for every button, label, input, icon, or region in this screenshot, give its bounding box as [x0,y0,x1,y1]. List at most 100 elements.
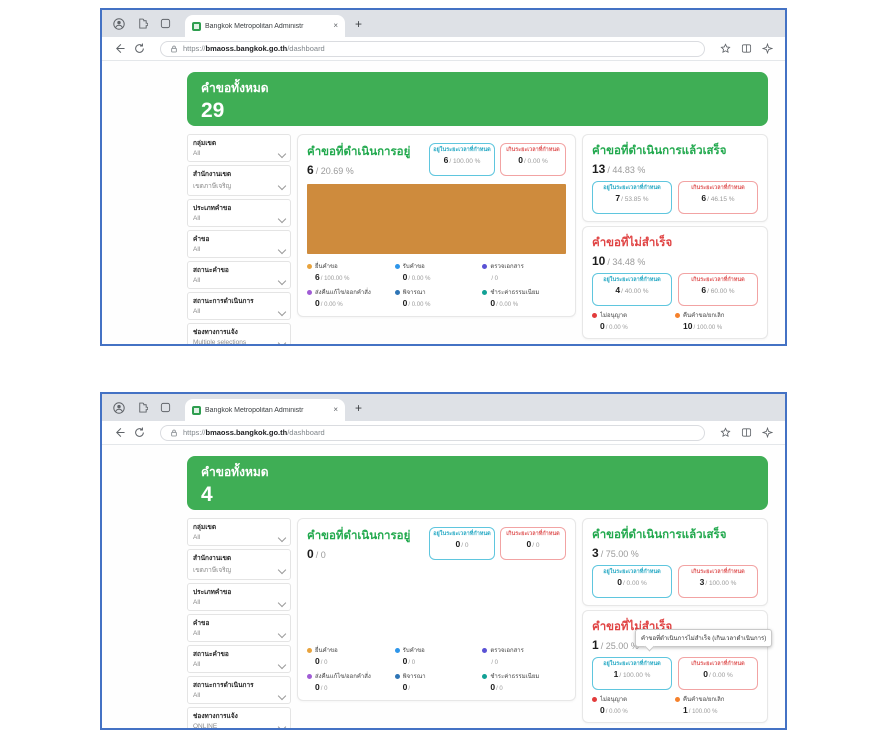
unsuccessful-title: คำขอที่ไม่สำเร็จ [592,237,673,249]
dashboard-page: คำขอทั้งหมด 29 กลุ่มเขต All สำนักงานเขต … [102,61,785,344]
filter-select[interactable]: เขตภาษีเจริญ [193,565,287,575]
legend-item: ตรวจเอกสาร / 0 [482,261,566,282]
browser-window: Bangkok Metropolitan Administr × + https… [100,392,787,730]
filter-district-group: กลุ่มเขต All [187,134,291,162]
filter-select[interactable]: All [193,149,287,158]
address-bar[interactable]: https://bmaoss.bangkok.go.th/dashboard [160,40,705,57]
banner-title: คำขอทั้งหมด [201,465,269,479]
legend-item: รับคำขอ 0/ 0 [394,645,479,666]
chevron-down-icon [277,181,287,191]
tab-close-icon[interactable]: × [333,21,338,30]
extensions-icon[interactable] [135,17,149,31]
address-bar[interactable]: https://bmaoss.bangkok.go.th/dashboard [160,424,705,441]
unsuccessful-stat-boxes: อยู่ในระยะเวลาที่กำหนด 4/ 40.00 % เกินระ… [592,273,758,306]
in-progress-title: คำขอที่ดำเนินการอยู่ [307,146,411,158]
split-screen-icon[interactable] [741,427,752,438]
banner-value: 4 [201,483,213,506]
filter-request: คำขอ All [187,230,291,258]
legend-item: พิจารณา 0/ 0.00 % [394,287,479,308]
toolbar-right-icons [720,427,773,438]
in-progress-header: คำขอที่ดำเนินการอยู่ 6/ 20.69 % [307,143,410,177]
tab-title: Bangkok Metropolitan Administr [205,406,304,414]
completed-value: 13/ 44.83 % [592,162,646,176]
completed-title: คำขอที่ดำเนินการแล้วเสร็จ [592,145,727,157]
split-screen-icon[interactable] [741,43,752,54]
filter-select[interactable]: All [193,598,287,607]
legend-item: รับคำขอ 0/ 0.00 % [394,261,479,282]
filter-label: ประเภทคำขอ [193,205,232,212]
refresh-icon[interactable] [134,427,145,438]
filter-select[interactable]: All [193,245,287,254]
completed-stat-boxes: อยู่ในระยะเวลาที่กำหนด 0/ 0.00 % เกินระย… [592,565,758,598]
total-requests-banner: คำขอทั้งหมด 29 [187,72,768,126]
sidebar-sparkle-icon[interactable] [762,427,773,438]
filter-channel: ช่องทางการแจ้ง ONLINE [187,707,291,728]
back-icon[interactable] [114,43,125,54]
legend-dot [307,673,312,679]
filter-select[interactable]: All [193,533,287,542]
filter-process-status: สถานะการดำเนินการ All [187,292,291,320]
unsuccessful-legend: ไม่อนุญาต 0/ 0.00 % คืนคำขอ/ยกเลิก 1/ 10… [592,694,758,715]
in-progress-value: 6/ 20.69 % [307,163,354,177]
new-tab-button[interactable]: + [355,400,363,415]
in-progress-card: คำขอที่ดำเนินการอยู่ 6/ 20.69 % อยู่ในระ… [297,134,576,317]
legend-item: ส่งคืนแก้ไข/ออกคำสั่ง 0/ 0.00 % [307,287,391,308]
back-icon[interactable] [114,427,125,438]
completed-value: 3/ 75.00 % [592,546,639,560]
favorites-star-icon[interactable] [720,43,731,54]
dashboard-columns: กลุ่มเขต All สำนักงานเขต เขตภาษีเจริญ ปร… [187,518,773,728]
filter-select[interactable]: All [193,276,287,285]
new-tab-button[interactable]: + [355,16,363,31]
overdue-box: เกินระยะเวลาที่กำหนด 6/ 60.00 % [678,273,758,306]
filter-label: กลุ่มเขต [193,524,217,531]
profile-icon[interactable] [112,401,126,415]
overdue-box: เกินระยะเวลาที่กำหนด 3/ 100.00 % [678,565,758,598]
chevron-down-icon [277,598,287,607]
chevron-down-icon [277,722,287,728]
filter-channel: ช่องทางการแจ้ง Multiple selections [187,323,291,344]
unsuccessful-value: 10/ 34.48 % [592,254,646,268]
tab-close-icon[interactable]: × [333,405,338,414]
filter-request-type: ประเภทคำขอ All [187,199,291,227]
chevron-down-icon [277,533,287,542]
chevron-down-icon [277,149,287,158]
extensions-icon[interactable] [135,401,149,415]
on-time-box: อยู่ในระยะเวลาที่กำหนด 0/ 0.00 % [592,565,672,598]
legend-dot [482,263,488,269]
dashboard-page: คำขอทั้งหมด 4 กลุ่มเขต All สำนักงานเขต เ… [102,445,785,728]
site-info-icon[interactable] [170,429,178,437]
filter-select[interactable]: All [193,629,287,638]
filter-select[interactable]: เขตภาษีเจริญ [193,181,287,191]
chevron-down-icon [277,276,287,285]
browser-tab[interactable]: Bangkok Metropolitan Administr × [185,15,345,37]
tab-preview-icon[interactable] [158,17,172,31]
legend-dot [394,673,400,679]
profile-icon[interactable] [112,17,126,31]
legend-dot [592,696,597,702]
total-requests-banner: คำขอทั้งหมด 4 [187,456,768,510]
filter-select[interactable]: All [193,691,287,700]
legend-item: พิจารณา 0/ [394,671,479,692]
unsuccessful-legend: ไม่อนุญาต 0/ 0.00 % คืนคำขอ/ยกเลิก 10/ 1… [592,310,758,331]
tab-strip: Bangkok Metropolitan Administr × + [102,10,785,37]
on-time-box: อยู่ในระยะเวลาที่กำหนด 4/ 40.00 % [592,273,672,306]
tab-preview-icon[interactable] [158,401,172,415]
site-favicon [192,405,201,415]
legend-dot [394,647,400,653]
legend-dot [307,263,312,269]
tab-strip: Bangkok Metropolitan Administr × + [102,394,785,421]
favorites-star-icon[interactable] [720,427,731,438]
legend-dot [307,289,312,295]
filter-select[interactable]: Multiple selections [193,338,287,344]
filter-select[interactable]: All [193,214,287,223]
refresh-icon[interactable] [134,43,145,54]
status-legend: ยื่นคำขอ 0/ 0 รับคำขอ 0/ 0 ตรวจเอกสาร / … [307,645,566,692]
browser-tab[interactable]: Bangkok Metropolitan Administr × [185,399,345,421]
filter-select[interactable]: All [193,307,287,316]
site-info-icon[interactable] [170,45,178,53]
filter-select[interactable]: ONLINE [193,722,287,728]
filter-select[interactable]: All [193,660,287,669]
status-bar-chart [307,568,566,638]
legend-dot [394,289,400,295]
sidebar-sparkle-icon[interactable] [762,43,773,54]
